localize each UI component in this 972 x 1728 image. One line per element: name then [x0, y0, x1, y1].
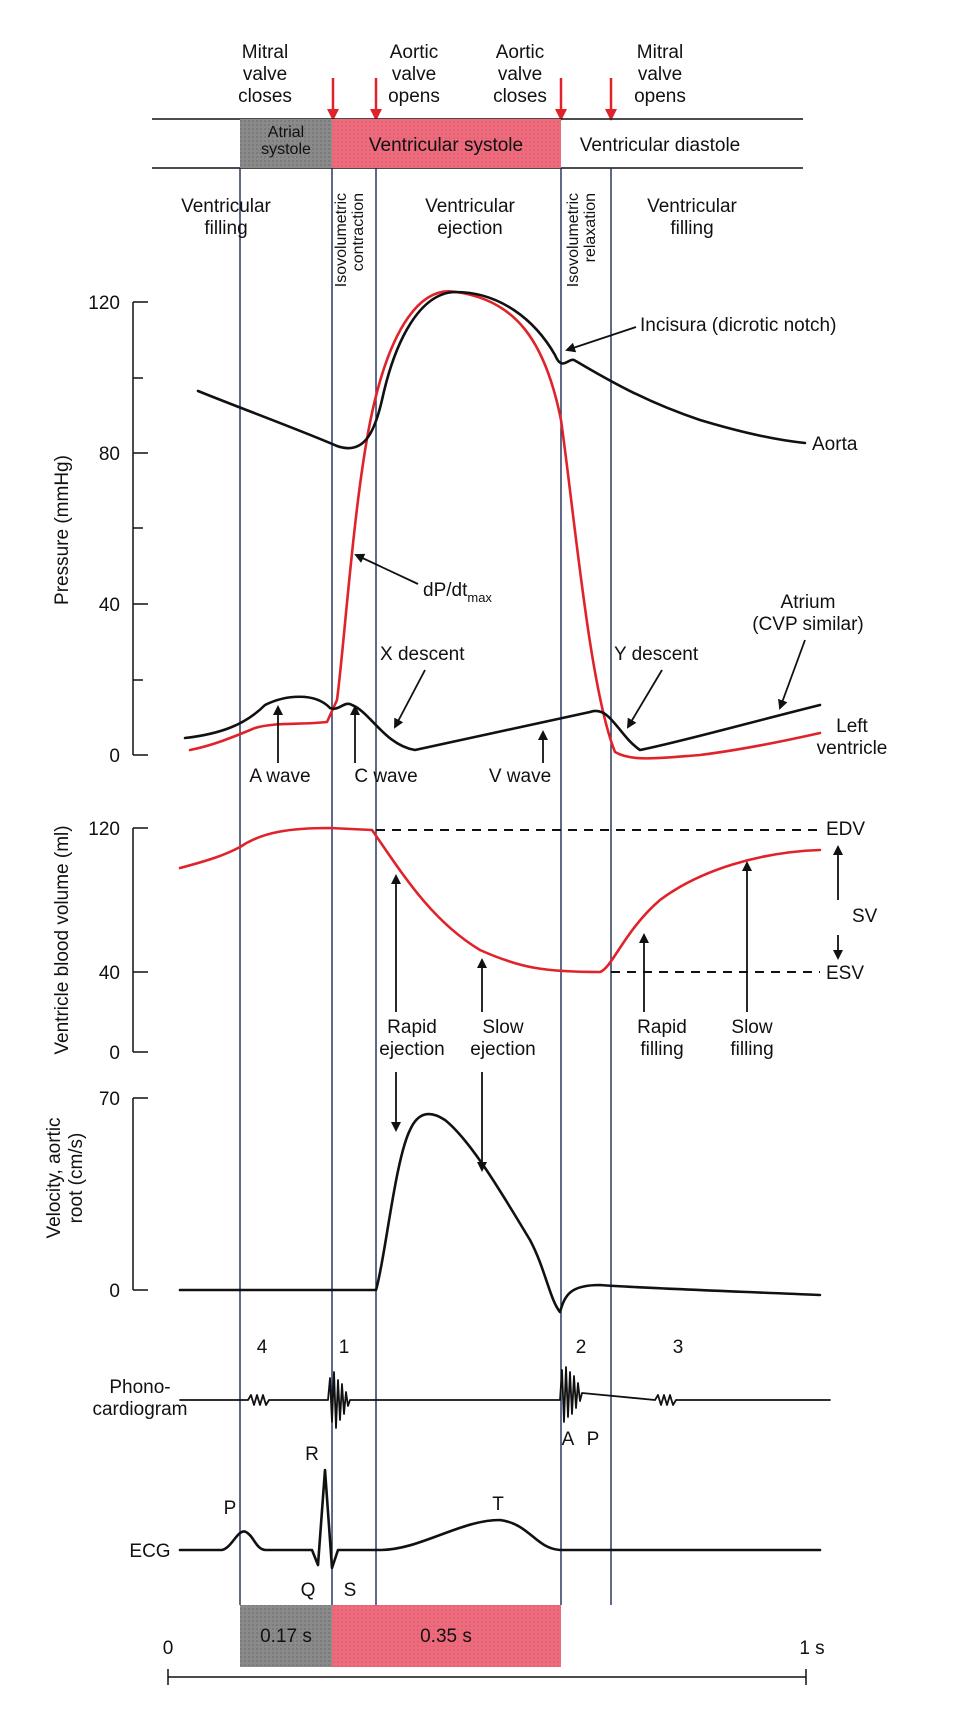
ventricle-volume-curve — [178, 826, 822, 974]
pressure-tick-80: 80 — [99, 444, 120, 465]
aorta-pressure-curve — [196, 290, 807, 450]
atrial-systole-label: Atrial systole — [261, 124, 311, 158]
ventricular-filling-right: Ventricular filling — [647, 196, 737, 239]
atrial-duration-label: 0.17 s — [260, 1626, 312, 1647]
edv-label: EDV — [826, 819, 865, 840]
aortic-velocity-curve — [178, 1112, 822, 1314]
slow-filling-label: Slow filling — [730, 1017, 773, 1060]
atrium-pressure-curve — [183, 695, 822, 752]
ventricular-systole-band — [332, 119, 561, 168]
ecg: ECG P R Q S T — [129, 1444, 822, 1601]
ecg-label: ECG — [129, 1541, 170, 1562]
volume-tick-40: 40 — [99, 963, 120, 984]
event-labels: Mitral valve closes Aortic valve opens Aorti… — [238, 42, 686, 107]
volume-annotations: EDV SV ESV Rapid ejection Slow ejection Ra… — [379, 819, 877, 1060]
ecg-p-wave: P — [224, 1498, 237, 1519]
pulmonic-component-label: P — [587, 1429, 600, 1450]
heart-sound-3: 3 — [673, 1337, 684, 1358]
timeline: 0.17 s 0.35 s 0 1 s — [163, 1605, 825, 1685]
ecg-q-wave: Q — [301, 1580, 316, 1601]
a-wave-label: A wave — [249, 766, 310, 787]
v-wave-label: V wave — [489, 766, 551, 787]
sv-label: SV — [852, 906, 878, 927]
heart-sound-2: 2 — [576, 1337, 587, 1358]
esv-label: ESV — [826, 963, 864, 984]
atrium-label: Atrium (CVP similar) — [752, 592, 864, 635]
volume-axis: 120 40 0 Ventricle blood volume (ml) — [52, 819, 148, 1064]
ventricular-duration-label: 0.35 s — [420, 1626, 472, 1647]
c-wave-label: C wave — [354, 766, 417, 787]
velocity-tick-70: 70 — [99, 1089, 120, 1110]
aortic-closes-label: Aortic valve closes — [493, 42, 547, 107]
volume-tick-120: 120 — [88, 819, 120, 840]
velocity-tick-0: 0 — [109, 1281, 120, 1302]
velocity-axis: 70 0 Velocity, aorticroot (cm/s) — [44, 1089, 148, 1302]
ecg-s-wave: S — [344, 1580, 357, 1601]
pressure-annotations: Incisura (dicrotic notch) Aorta dP/dtmax… — [249, 315, 887, 787]
ventricular-diastole-label: Ventricular diastole — [580, 135, 741, 156]
event-arrows — [327, 78, 617, 121]
ventricular-ejection-label: Ventricular ejection — [425, 196, 515, 239]
rapid-filling-label: Rapid filling — [637, 1017, 687, 1060]
ecg-trace — [178, 1468, 822, 1570]
pressure-tick-0: 0 — [109, 746, 120, 767]
aortic-component-label: A — [562, 1429, 575, 1450]
pressure-axis: 120 80 40 0 Pressure (mmHg) — [52, 293, 148, 767]
left-ventricle-pressure-curve — [188, 290, 822, 760]
ecg-r-wave: R — [305, 1444, 319, 1465]
ventricular-systole-label: Ventricular systole — [369, 135, 523, 156]
slow-ejection-label: Slow ejection — [470, 1017, 536, 1060]
heart-sound-1: 1 — [339, 1337, 350, 1358]
phono-label: Phono-cardiogram — [92, 1377, 187, 1420]
isovolumetric-contraction-label: Isovolumetriccontraction — [333, 193, 367, 287]
mitral-opens-label: Mitral valve opens — [634, 42, 686, 107]
ventricular-filling-left: Ventricular filling — [181, 196, 271, 239]
volume-tick-0: 0 — [109, 1043, 120, 1064]
sub-phase-labels: Ventricular filling Isovolumetriccontract… — [181, 193, 737, 287]
x-descent-label: X descent — [380, 644, 465, 665]
velocity-ylabel: Velocity, aorticroot (cm/s) — [44, 1117, 87, 1238]
atrial-systole-band — [240, 119, 332, 168]
ecg-t-wave: T — [492, 1494, 504, 1515]
phonocardiogram: Phono-cardiogram 4 1 2 3 A P — [92, 1337, 831, 1450]
y-descent-label: Y descent — [614, 644, 699, 665]
pressure-tick-120: 120 — [88, 293, 120, 314]
timeline-end: 1 s — [799, 1638, 824, 1659]
pressure-ylabel: Pressure (mmHg) — [52, 455, 73, 605]
phase-lines — [239, 168, 612, 1605]
rapid-ejection-label: Rapid ejection — [379, 1017, 445, 1060]
dpdt-label: dP/dtmax — [423, 580, 492, 605]
pressure-tick-40: 40 — [99, 595, 120, 616]
timeline-start: 0 — [163, 1638, 174, 1659]
aorta-label: Aorta — [812, 434, 858, 455]
ventricular-duration-band — [332, 1605, 561, 1667]
phono-trace — [179, 1366, 831, 1429]
left-ventricle-label: Left ventricle — [817, 716, 888, 759]
aortic-opens-label: Aortic valve opens — [388, 42, 440, 107]
atrial-duration-band — [240, 1605, 332, 1667]
incisura-label: Incisura (dicrotic notch) — [640, 315, 836, 336]
volume-ylabel: Ventricle blood volume (ml) — [52, 825, 73, 1054]
mitral-closes-label: Mitral valve closes — [238, 42, 292, 107]
isovolumetric-relaxation-label: Isovolumetricrelaxation — [565, 193, 599, 287]
phase-bar: Atrial systole Ventricular systole Ventri… — [152, 118, 803, 169]
heart-sound-4: 4 — [257, 1337, 268, 1358]
